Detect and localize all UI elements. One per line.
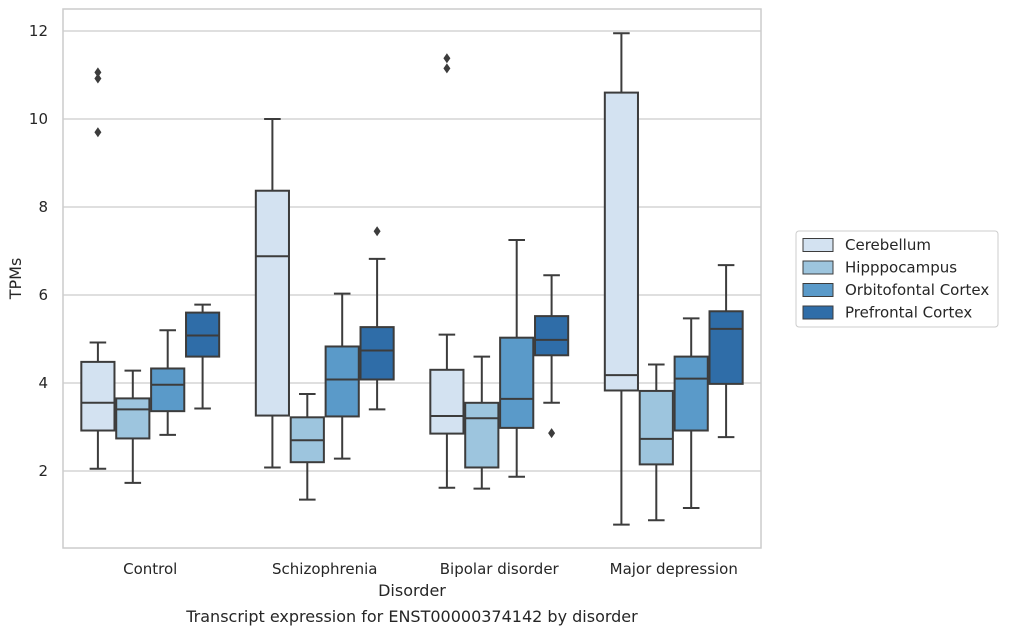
legend-label: Hipppocampus: [845, 259, 957, 277]
y-tick-label: 2: [38, 462, 48, 480]
box-item: [289, 393, 325, 501]
box-iqr: [673, 355, 709, 432]
legend-label: Orbitofontal Cortex: [845, 281, 989, 299]
x-tick-label: Bipolar disorder: [440, 560, 560, 578]
box-iqr: [254, 189, 290, 417]
box-item: [115, 369, 151, 484]
box-item: [534, 274, 570, 439]
series-cerebellum: [80, 32, 639, 526]
box-iqr: [324, 345, 360, 418]
outlier-point: [443, 53, 451, 64]
legend-item: Hipppocampus: [802, 259, 957, 277]
outlier-point: [548, 428, 556, 439]
chart-caption: Transcript expression for ENST0000037414…: [185, 607, 638, 626]
box-iqr: [603, 91, 639, 392]
box-item: [359, 226, 395, 411]
legend-swatch: [802, 283, 834, 297]
box-item: [80, 67, 116, 470]
box-item: [708, 264, 744, 439]
y-tick-label: 8: [38, 198, 48, 216]
box-item: [638, 363, 674, 522]
legend-label: Prefrontal Cortex: [845, 304, 972, 322]
box-iqr: [534, 315, 570, 357]
plot-area-frame: [62, 8, 762, 549]
series-orbitofontal-cortex: [150, 239, 709, 509]
box-iqr: [359, 326, 395, 381]
box-item: [464, 355, 500, 490]
legend-item: Cerebellum: [802, 236, 931, 254]
x-tick-label: Major depression: [610, 560, 738, 578]
box-item: [499, 239, 535, 478]
outlier-point: [373, 226, 381, 237]
legend-swatch: [802, 260, 834, 275]
box-iqr: [638, 389, 674, 466]
series-hipppocampus: [115, 355, 674, 522]
x-tick-label: Schizophrenia: [272, 560, 377, 578]
box-iqr: [708, 310, 744, 385]
legend-label: Cerebellum: [845, 236, 931, 254]
outlier-point: [94, 67, 102, 78]
x-axis-title: Disorder: [378, 581, 446, 600]
legend-item: Prefrontal Cortex: [802, 304, 972, 322]
x-tick-labels: Control Schizophrenia Bipolar disorder Majo…: [123, 560, 738, 578]
y-tick-label: 12: [29, 22, 48, 40]
box-iqr: [429, 368, 465, 435]
outlier-point: [94, 73, 102, 84]
y-tick-label: 4: [38, 374, 48, 392]
box-iqr: [499, 336, 535, 429]
legend-swatch: [802, 238, 834, 252]
box-item: [185, 303, 221, 410]
legend-frame: [795, 230, 999, 328]
legend-swatch: [802, 305, 834, 320]
outlier-point: [94, 127, 102, 138]
y-axis-title: TPMs: [6, 258, 25, 301]
box-iqr: [150, 367, 186, 413]
series-prefrontal-cortex: [185, 226, 744, 439]
x-tick-label: Control: [123, 560, 177, 578]
outlier-point: [443, 63, 451, 74]
box-item: [324, 292, 360, 460]
box-item: [603, 32, 639, 526]
legend: Cerebellum Hipppocampus Orbitofontal Corte…: [795, 230, 999, 328]
box-iqr: [464, 401, 500, 469]
box-item: [254, 118, 290, 469]
y-tick-label: 6: [38, 286, 48, 304]
box-series: [80, 32, 744, 526]
box-item: [429, 53, 465, 489]
y-tick-labels: 2 4 6 8 10 12: [29, 22, 48, 480]
legend-item: Orbitofontal Cortex: [802, 281, 989, 299]
box-iqr: [80, 360, 116, 432]
box-iqr: [115, 397, 151, 440]
box-item: [673, 317, 709, 509]
y-tick-label: 10: [29, 110, 48, 128]
box-item: [150, 329, 186, 436]
